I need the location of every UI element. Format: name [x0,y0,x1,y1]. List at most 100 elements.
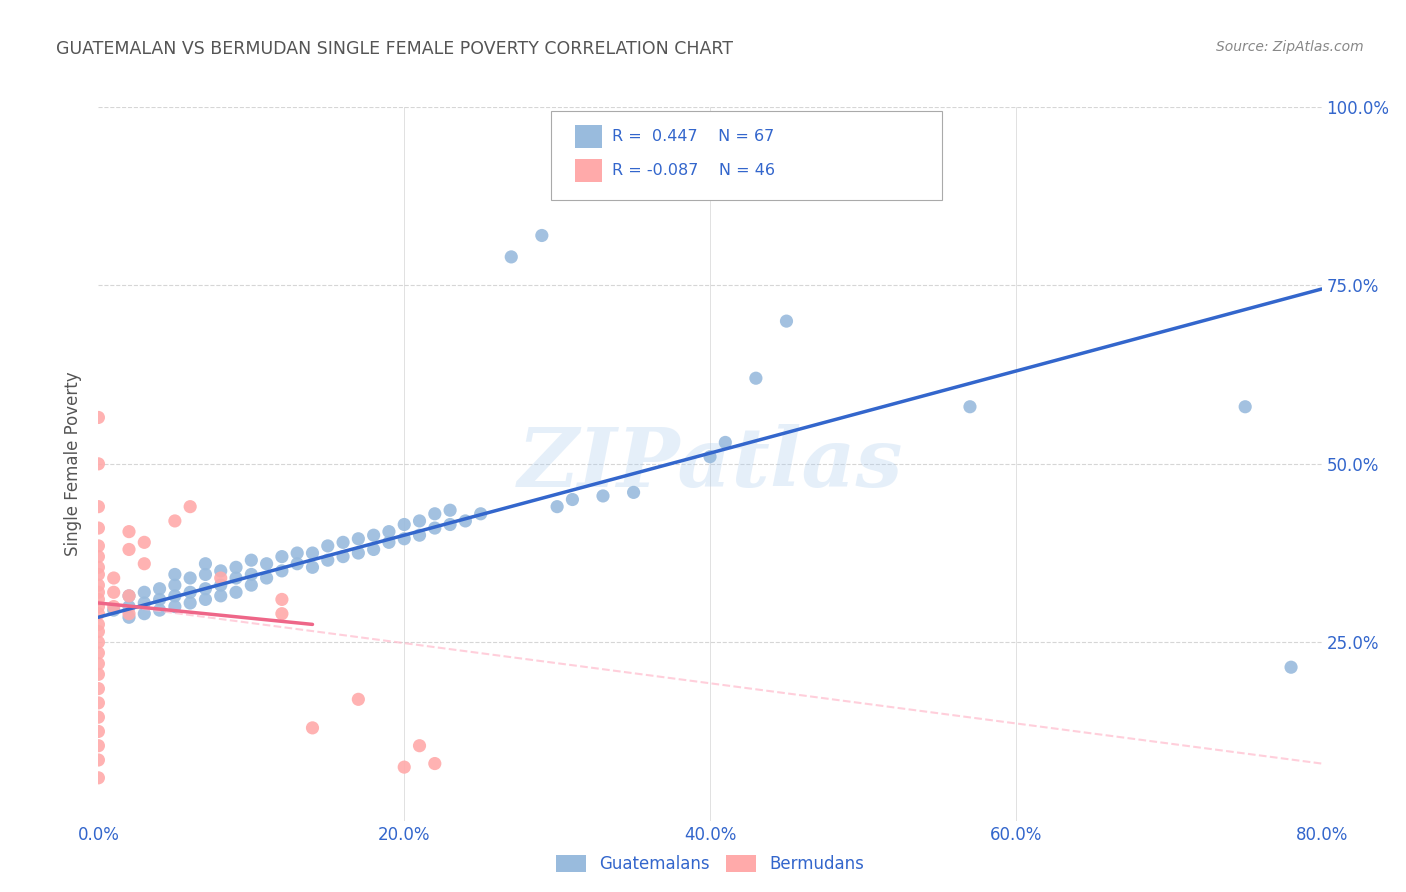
Point [209,571,232,585]
Point [316,539,339,553]
Point [378,524,401,539]
Point [408,528,430,542]
Point [179,585,201,599]
Point [163,589,186,603]
Point [194,557,217,571]
Point [87,539,110,553]
Point [332,549,354,564]
Point [225,585,247,599]
Point [87,646,110,660]
Bar [575,125,602,148]
Point [363,542,385,557]
Legend: Guatemalans, Bermudans: Guatemalans, Bermudans [548,848,872,880]
Point [1279,660,1302,674]
Point [87,667,110,681]
Point [134,596,156,610]
Point [87,771,110,785]
Point [470,507,492,521]
Point [118,589,141,603]
Point [347,692,370,706]
Point [87,549,110,564]
Text: R = -0.087    N = 46: R = -0.087 N = 46 [612,163,775,178]
Point [87,500,110,514]
Point [118,524,141,539]
Point [194,582,217,596]
Point [118,589,141,603]
Point [209,578,232,592]
Point [347,532,370,546]
Point [134,535,156,549]
Point [775,314,797,328]
Point [209,589,232,603]
Point [163,578,186,592]
Point [194,567,217,582]
Point [87,617,110,632]
Point [240,578,263,592]
Point [699,450,721,464]
Bar [575,159,602,182]
Point [87,624,110,639]
Point [546,500,568,514]
Point [103,571,125,585]
Point [256,557,278,571]
Y-axis label: Single Female Poverty: Single Female Poverty [65,372,83,556]
Point [118,607,141,621]
Point [623,485,645,500]
Point [301,560,323,574]
Point [392,760,416,774]
Point [194,592,217,607]
Point [959,400,981,414]
Point [134,607,156,621]
Point [378,535,401,549]
Point [87,710,110,724]
Point [408,514,430,528]
Point [270,592,292,607]
Point [149,582,172,596]
Point [87,635,110,649]
Point [134,557,156,571]
Point [87,724,110,739]
Point [87,657,110,671]
Point [103,585,125,599]
Point [87,739,110,753]
Point [103,603,125,617]
Point [87,681,110,696]
Point [179,500,201,514]
Point [270,549,292,564]
Point [87,585,110,599]
Point [745,371,768,385]
Point [285,546,308,560]
Point [332,535,354,549]
Point [163,599,186,614]
Point [87,753,110,767]
Point [87,410,110,425]
Point [149,603,172,617]
Point [87,578,110,592]
Point [87,592,110,607]
Point [423,756,446,771]
Point [163,567,186,582]
Point [301,546,323,560]
Point [118,610,141,624]
Point [454,514,477,528]
Point [240,567,263,582]
Point [209,564,232,578]
FancyBboxPatch shape [551,111,942,200]
Point [316,553,339,567]
Point [392,517,416,532]
Point [408,739,430,753]
Point [501,250,523,264]
Point [363,528,385,542]
Point [118,542,141,557]
Point [87,696,110,710]
Point [118,599,141,614]
Point [87,567,110,582]
Point [179,571,201,585]
Point [392,532,416,546]
Point [1234,400,1257,414]
Point [87,599,110,614]
Point [270,607,292,621]
Point [87,560,110,574]
Point [270,564,292,578]
Point [87,607,110,621]
